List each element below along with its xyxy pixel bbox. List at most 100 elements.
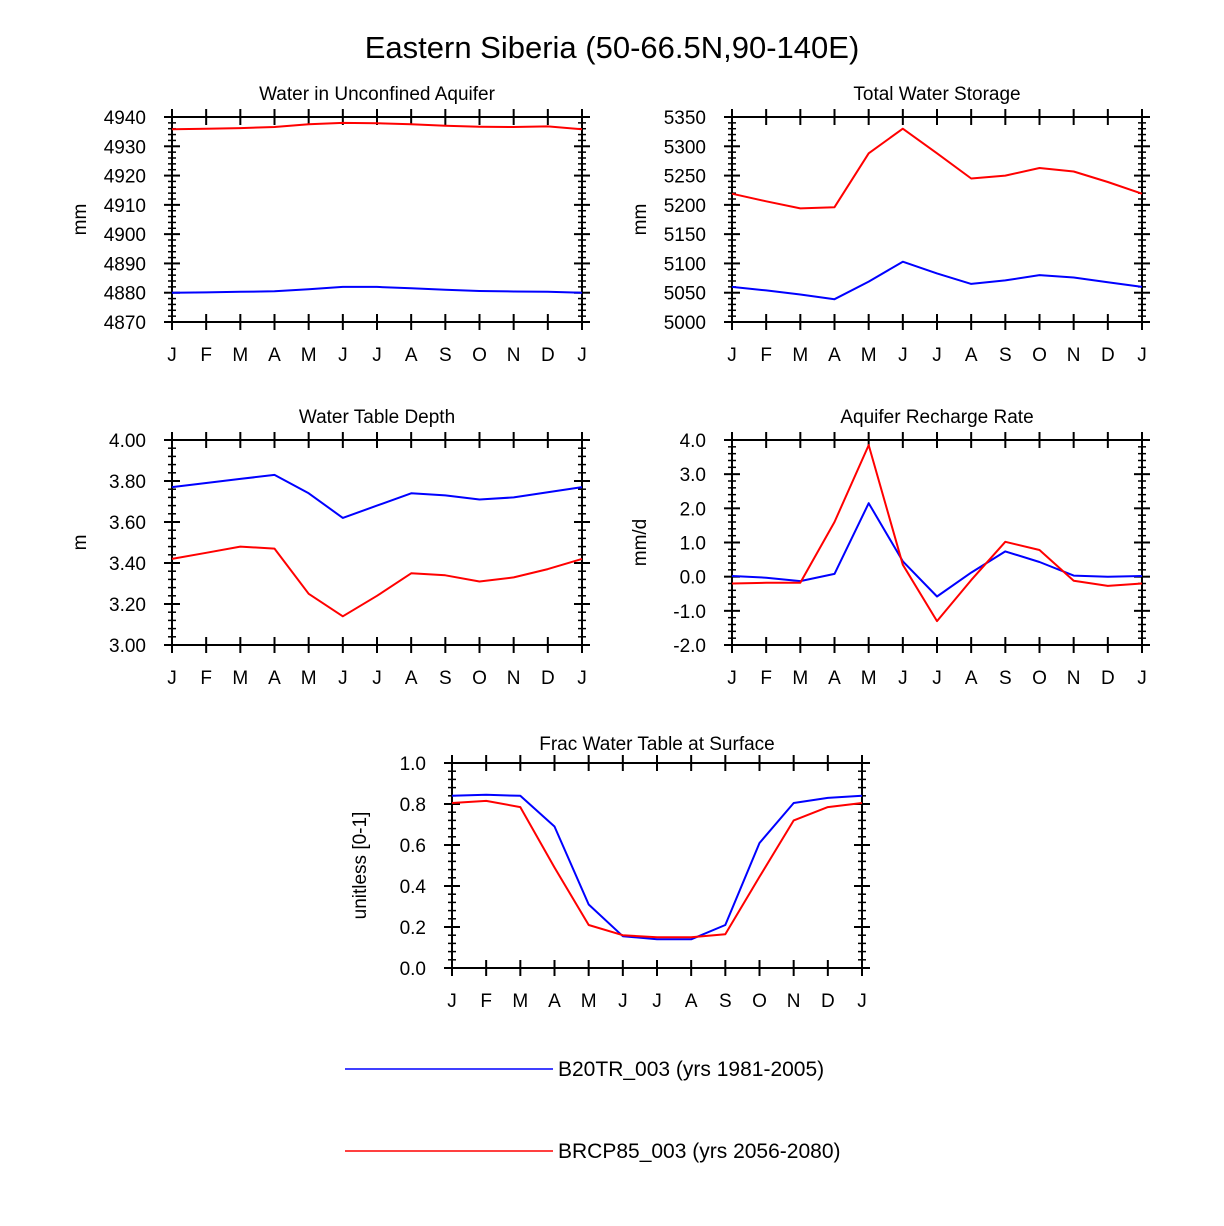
x-tick-label: F (480, 991, 492, 1012)
x-tick-label: S (439, 668, 452, 689)
y-tick-label: 5100 (664, 254, 706, 275)
series-line-brcp85 (731, 444, 1143, 623)
plot-frame (731, 439, 1143, 646)
chart-panel-1: Water in Unconfined Aquifer mm 4870 4880 489… (70, 84, 590, 366)
y-tick-label: 4.0 (680, 431, 706, 452)
plot-frame (171, 439, 583, 646)
x-tick-label: O (1032, 345, 1047, 366)
x-tick-label: N (1067, 345, 1081, 366)
x-tick-label: O (472, 345, 487, 366)
x-tick-label: J (618, 991, 628, 1012)
y-axis-label: mm/d (630, 519, 651, 567)
y-tick-label: 1.0 (680, 534, 706, 555)
x-tick-label: J (167, 345, 177, 366)
x-tick-label: J (898, 668, 908, 689)
x-tick-label: A (965, 668, 978, 689)
y-tick-label: 0.0 (680, 568, 706, 589)
x-tick-label: M (512, 991, 528, 1012)
series-line-b20tr (731, 260, 1143, 301)
chart-panel-2: Total Water Storage mm 5000 5050 5100 5150 520… (630, 84, 1150, 366)
y-tick-label: 0.8 (400, 795, 426, 816)
x-tick-label: J (898, 345, 908, 366)
y-tick-label: 3.00 (109, 636, 146, 657)
x-tick-label: S (439, 345, 452, 366)
x-tick-label: M (792, 668, 808, 689)
x-tick-label: A (405, 345, 418, 366)
x-tick-label: M (792, 345, 808, 366)
x-tick-label: A (965, 345, 978, 366)
x-tick-label: J (1137, 345, 1147, 366)
x-tick-label: J (167, 668, 177, 689)
x-tick-label: A (548, 991, 561, 1012)
legend-label: B20TR_003 (yrs 1981-2005) (558, 1058, 824, 1081)
x-tick-label: M (581, 991, 597, 1012)
y-tick-label: 4.00 (109, 431, 146, 452)
x-tick-label: F (760, 345, 772, 366)
x-tick-label: J (372, 668, 382, 689)
x-tick-label: A (268, 345, 281, 366)
x-tick-label: M (301, 345, 317, 366)
x-tick-label: M (861, 668, 877, 689)
series-line-brcp85 (171, 121, 583, 131)
series-line-b20tr (171, 473, 583, 519)
plots: Water in Unconfined Aquifer mm 4870 4880 489… (70, 84, 1150, 1012)
x-tick-label: J (447, 991, 457, 1012)
y-tick-label: 4940 (104, 108, 146, 129)
x-tick-label: A (405, 668, 418, 689)
y-tick-label: 4920 (104, 167, 146, 188)
x-tick-label: N (787, 991, 801, 1012)
y-tick-label: 0.4 (400, 877, 427, 898)
y-tick-label: 0.2 (400, 918, 426, 939)
y-tick-label: -1.0 (673, 602, 706, 623)
y-tick-label: 5050 (664, 284, 706, 305)
panel-title: Aquifer Recharge Rate (840, 407, 1033, 428)
x-tick-label: M (232, 668, 248, 689)
x-tick-label: A (685, 991, 698, 1012)
x-tick-label: M (232, 345, 248, 366)
x-tick-label: J (932, 668, 942, 689)
x-tick-label: S (999, 668, 1012, 689)
panel-title: Water in Unconfined Aquifer (259, 84, 496, 105)
y-tick-label: 3.80 (109, 472, 146, 493)
x-tick-label: F (200, 345, 212, 366)
chart-panel-3: Water Table Depth m 3.00 3.20 3.40 3.60 3.80 4.… (70, 407, 590, 689)
figure-title: Eastern Siberia (50-66.5N,90-140E) (365, 30, 860, 65)
y-tick-label: 3.0 (680, 465, 706, 486)
panel-title: Water Table Depth (299, 407, 455, 428)
y-axis-label: mm (70, 204, 91, 236)
x-tick-label: J (577, 345, 587, 366)
x-tick-label: D (541, 668, 555, 689)
y-tick-label: 0.0 (400, 959, 426, 980)
series-line-b20tr (451, 793, 863, 941)
x-tick-label: J (652, 991, 662, 1012)
x-tick-label: D (541, 345, 555, 366)
chart-panel-4: Aquifer Recharge Rate mm/d -2.0 -1.0 0.0 1.0 2… (630, 407, 1150, 689)
panel-title: Frac Water Table at Surface (539, 734, 775, 755)
y-tick-label: 3.60 (109, 513, 146, 534)
x-tick-label: O (472, 668, 487, 689)
x-tick-label: S (999, 345, 1012, 366)
y-tick-label: -2.0 (673, 636, 706, 657)
x-tick-label: N (507, 668, 521, 689)
x-tick-label: J (577, 668, 587, 689)
x-tick-label: J (1137, 668, 1147, 689)
y-tick-label: 1.0 (400, 754, 426, 775)
x-tick-label: O (752, 991, 767, 1012)
y-tick-label: 5250 (664, 167, 706, 188)
y-tick-label: 4880 (104, 284, 146, 305)
x-tick-label: A (268, 668, 281, 689)
series-line-b20tr (171, 285, 583, 294)
x-tick-label: F (200, 668, 212, 689)
y-tick-label: 4930 (104, 137, 146, 158)
x-tick-label: N (507, 345, 521, 366)
x-tick-label: O (1032, 668, 1047, 689)
chart-panel-5: Frac Water Table at Surface unitless [0-1… (350, 734, 870, 1012)
x-tick-label: A (828, 668, 841, 689)
y-tick-label: 5200 (664, 196, 706, 217)
y-tick-label: 2.0 (680, 499, 706, 520)
panel-title: Total Water Storage (853, 84, 1020, 105)
x-tick-label: J (372, 345, 382, 366)
x-tick-label: A (828, 345, 841, 366)
x-tick-label: J (727, 345, 737, 366)
